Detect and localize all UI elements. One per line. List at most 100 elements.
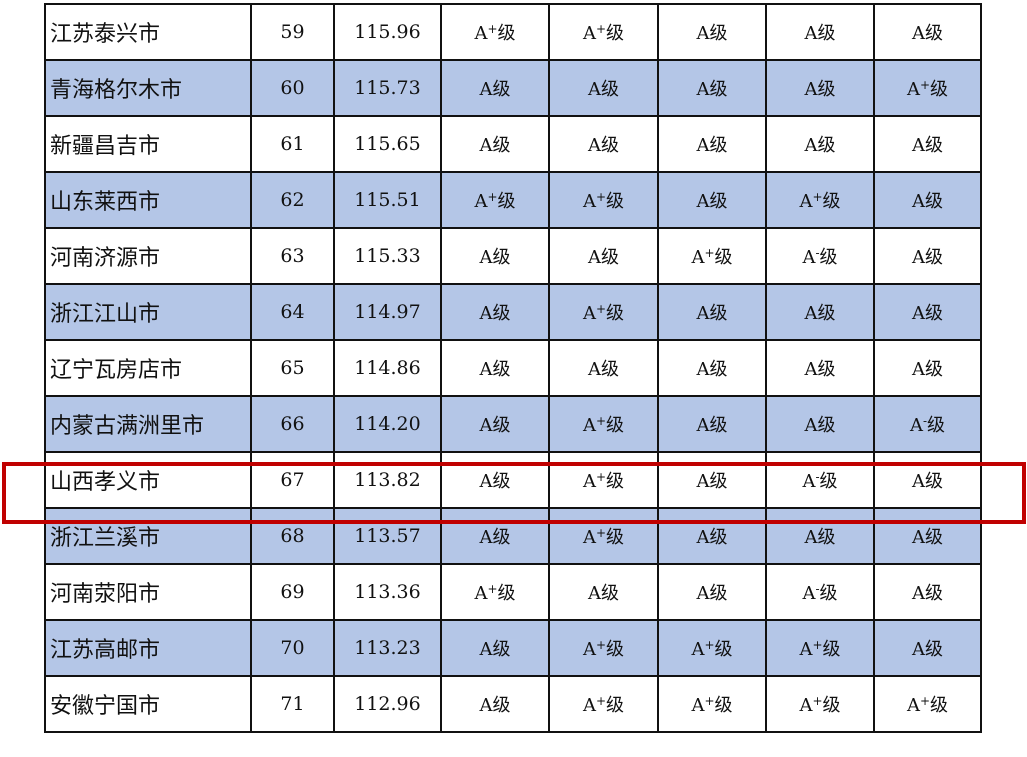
grade-cell: A级 [440,59,550,117]
rank-cell: 68 [250,507,335,565]
grade-unit: 级 [492,247,511,268]
table-row: 河南荥阳市 69 113.36 A+级 A级 A级 A-级 A级 [44,563,982,621]
grade-letter: A [696,415,710,436]
grade-unit: 级 [492,695,511,716]
grade-letter: A [691,247,705,268]
city-cell: 河南荥阳市 [44,563,252,621]
score-cell: 114.86 [333,339,442,397]
grade-cell: A级 [548,227,659,285]
score-cell: 115.51 [333,171,442,229]
grade-cell: A+级 [765,675,875,733]
grade-unit: 级 [606,191,625,212]
grade-unit: 级 [492,639,511,660]
grade-unit: 级 [822,639,841,660]
grade-unit: 级 [492,471,511,492]
table-row: 辽宁瓦房店市 65 114.86 A级 A级 A级 A级 A级 [44,339,982,397]
grade-unit: 级 [819,583,838,604]
ranking-table: 江苏泰兴市 59 115.96 A+级 A+级 A级 A级 A级 青海格尔木市 60 115… [44,3,982,733]
grade-cell: A级 [548,115,659,173]
city-cell: 青海格尔木市 [44,59,252,117]
score-cell: 113.82 [333,451,442,509]
table-body: 江苏泰兴市 59 115.96 A+级 A+级 A级 A级 A级 青海格尔木市 60 115… [44,3,982,733]
grade-modifier: + [595,694,607,708]
grade-letter: A [691,639,705,660]
table-row: 山西孝义市 67 113.82 A级 A+级 A级 A-级 A级 [44,451,982,509]
grade-modifier: + [487,22,498,36]
grade-cell: A级 [440,227,550,285]
grade-modifier: - [815,470,820,484]
grade-letter: A [582,415,596,436]
grade-cell: A级 [765,395,875,453]
grade-cell: A级 [873,115,982,173]
grade-unit: 级 [492,359,511,380]
grade-unit: 级 [709,135,728,156]
grade-cell: A+级 [440,3,550,61]
grade-letter: A [588,359,601,380]
grade-letter: A [912,583,925,604]
grade-letter: A [588,79,601,100]
city-cell: 山西孝义市 [44,451,252,509]
rank-cell: 63 [250,227,335,285]
rank-cell: 67 [250,451,335,509]
grade-cell: A级 [440,507,550,565]
grade-cell: A+级 [548,3,659,61]
grade-cell: A-级 [765,227,875,285]
city-cell: 江苏高邮市 [44,619,252,677]
grade-letter: A [479,639,493,660]
grade-letter: A [696,471,710,492]
grade-cell: A级 [657,507,767,565]
grade-cell: A-级 [765,563,875,621]
grade-letter: A [582,303,596,324]
grade-cell: A+级 [873,59,982,117]
grade-letter: A [802,247,816,268]
grade-unit: 级 [601,583,619,604]
grade-cell: A级 [440,451,550,509]
grade-cell: A级 [873,507,982,565]
grade-cell: A级 [440,339,550,397]
grade-unit: 级 [822,695,841,716]
city-cell: 安徽宁国市 [44,675,252,733]
grade-unit: 级 [930,79,949,100]
grade-unit: 级 [822,191,841,212]
grade-cell: A级 [440,283,550,341]
grade-letter: A [804,303,818,324]
grade-cell: A级 [873,619,982,677]
grade-letter: A [479,135,493,156]
grade-cell: A+级 [548,171,659,229]
table-row: 山东莱西市 62 115.51 A+级 A+级 A级 A+级 A级 [44,171,982,229]
grade-unit: 级 [601,135,619,156]
grade-cell: A+级 [657,675,767,733]
grade-unit: 级 [709,23,728,44]
grade-modifier: + [704,694,715,708]
grade-letter: A [912,359,925,380]
grade-cell: A级 [765,283,875,341]
score-cell: 113.36 [333,563,442,621]
grade-letter: A [479,695,493,716]
grade-letter: A [912,639,925,660]
score-cell: 115.65 [333,115,442,173]
grade-unit: 级 [817,303,836,324]
grade-letter: A [804,23,818,44]
grade-unit: 级 [492,135,511,156]
grade-modifier: - [922,414,928,428]
score-cell: 115.33 [333,227,442,285]
grade-unit: 级 [930,695,949,716]
grade-modifier: + [595,190,607,204]
grade-letter: A [588,247,601,268]
city-cell: 辽宁瓦房店市 [44,339,252,397]
grade-unit: 级 [709,415,728,436]
grade-letter: A [479,471,493,492]
grade-cell: A级 [873,227,982,285]
grade-cell: A级 [765,59,875,117]
grade-unit: 级 [606,23,625,44]
city-cell: 山东莱西市 [44,171,252,229]
grade-letter: A [696,135,710,156]
grade-unit: 级 [497,191,516,212]
grade-letter: A [912,527,925,548]
grade-letter: A [804,135,818,156]
grade-letter: A [804,359,818,380]
rank-cell: 65 [250,339,335,397]
grade-letter: A [804,79,818,100]
grade-modifier: + [812,694,823,708]
grade-letter: A [912,135,925,156]
